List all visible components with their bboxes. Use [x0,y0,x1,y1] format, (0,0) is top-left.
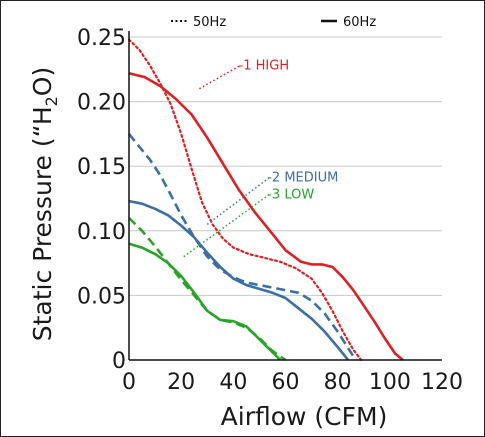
series-line-4 [128,242,282,361]
series-line-2 [128,199,350,361]
series-label: -2 MEDIUM [267,171,338,186]
y-axis-title-subscript: 2 [42,96,61,106]
y-axis-title-prefix: Static Pressure (“H [28,106,57,341]
series-labels: -1 HIGH -2 MEDIUM -3 LOW [239,58,339,202]
series-line-3 [127,133,357,361]
label-leader-line [183,193,270,258]
y-axis-title: Static Pressure (“H2O) [28,67,61,342]
y-tick-label: 0.05 [77,284,126,309]
x-tick-labels: 0 20 40 60 80 100 120 [122,370,463,395]
legend-label-50hz: 50Hz [193,15,226,30]
y-tick-labels: 0 0.05 0.10 0.15 0.20 0.25 [77,26,126,374]
x-tick-label: 60 [272,370,300,395]
y-tick-label: 0.25 [77,26,126,51]
y-tick-label: 0.10 [77,220,126,245]
axes [128,31,442,361]
grid [129,36,442,296]
label-leaders [183,64,270,258]
x-tick-label: 40 [219,370,247,395]
label-leader-line [199,64,241,90]
series-layer [127,38,404,362]
series-label: -1 HIGH [239,58,290,73]
y-tick-label: 0 [112,349,126,374]
x-axis-title: Airflow (CFM) [221,402,388,431]
series-line-0 [128,71,404,361]
x-tick-label: 80 [324,370,352,395]
y-tick-label: 0.15 [77,155,126,180]
y-tick-label: 0.20 [77,91,126,116]
series-label: -3 LOW [267,188,314,203]
y-axis-title-suffix: O) [28,67,57,96]
x-tick-label: 100 [369,370,411,395]
label-leader-line [206,177,270,225]
x-tick-label: 120 [421,370,463,395]
legend: 50Hz 60Hz [171,15,376,30]
x-tick-label: 20 [167,370,195,395]
legend-label-60hz: 60Hz [343,15,376,30]
x-tick-label: 0 [122,370,136,395]
series-line-1 [127,38,363,362]
